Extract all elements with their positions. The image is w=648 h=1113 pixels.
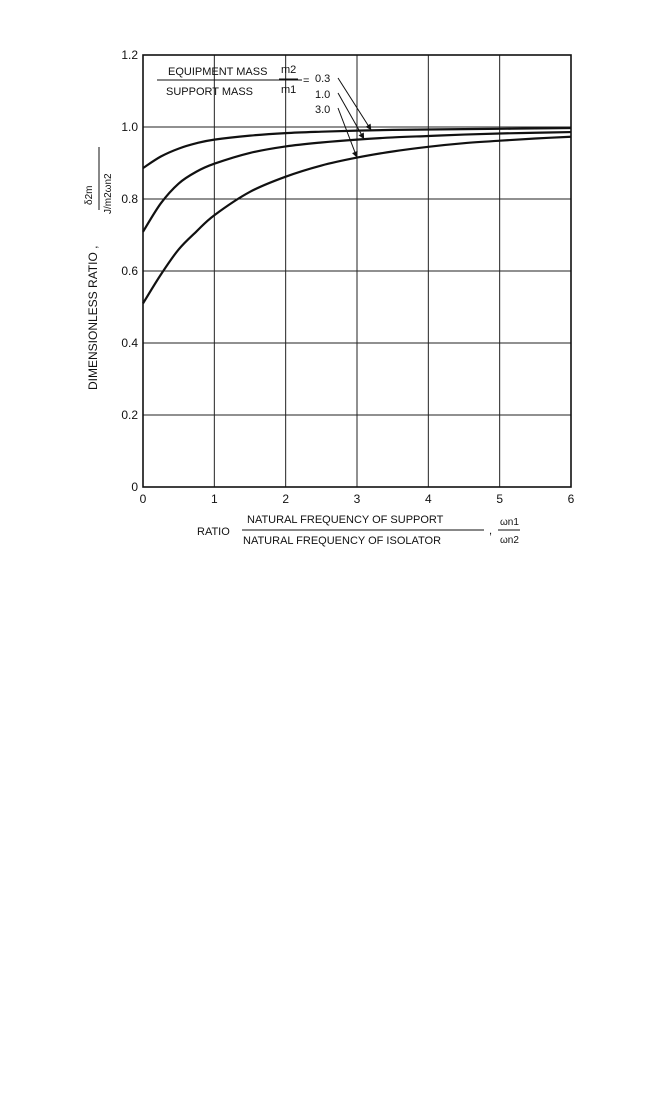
y-axis-symbol-denominator: J/m2ωn2 xyxy=(103,173,114,214)
y-tick-label: 1.0 xyxy=(121,120,138,134)
y-axis-text: DIMENSIONLESS RATIO , xyxy=(86,246,100,390)
legend-denominator: SUPPORT MASS xyxy=(166,86,253,98)
y-tick-label: 0 xyxy=(131,480,138,494)
y-tick-label: 1.2 xyxy=(121,48,138,62)
x-axis-symbol-denominator: ωn2 xyxy=(500,535,519,546)
legend-equals: = xyxy=(303,75,309,87)
y-tick-label: 0.8 xyxy=(121,192,138,206)
legend-label-0: 0.3 xyxy=(315,73,330,85)
x-tick-label: 4 xyxy=(425,492,432,506)
x-axis-prefix: RATIO xyxy=(197,526,230,538)
x-tick-label: 1 xyxy=(211,492,218,506)
x-axis-symbol-numerator: ωn1 xyxy=(500,517,519,528)
legend-arrowhead-3.0 xyxy=(352,150,358,158)
grid xyxy=(143,55,571,487)
plot-frame xyxy=(142,54,572,488)
x-tick-label: 2 xyxy=(282,492,289,506)
legend-label-2: 3.0 xyxy=(315,104,330,116)
legend-label-1: 1.0 xyxy=(315,89,330,101)
x-tick-label: 0 xyxy=(140,492,147,506)
y-tick-label: 0.4 xyxy=(121,336,138,350)
y-tick-label: 0.6 xyxy=(121,264,138,278)
x-axis-label: RATIO NATURAL FREQUENCY OF SUPPORT NATUR… xyxy=(197,514,520,547)
x-axis-numerator: NATURAL FREQUENCY OF SUPPORT xyxy=(247,514,444,526)
legend-arrowhead-0.3 xyxy=(365,123,372,131)
legend-leader-3.0 xyxy=(337,107,358,158)
legend-leader-1.0 xyxy=(337,92,365,140)
chart: 0 1 2 3 4 5 6 0 0.2 0.4 0.6 0.8 1.0 1.2 EQUIPMENT MAS… xyxy=(84,48,575,547)
series-line-3.0 xyxy=(142,135,572,304)
series-line-0.3 xyxy=(142,126,572,169)
legend-numerator: EQUIPMENT MASS xyxy=(168,66,267,78)
legend-leader-0.3 xyxy=(337,77,372,131)
x-tick-label: 5 xyxy=(496,492,503,506)
y-axis-label: DIMENSIONLESS RATIO , δ2m J/m2ωn2 xyxy=(84,147,114,390)
y-axis-symbol-numerator: δ2m xyxy=(84,186,95,205)
x-tick-label: 6 xyxy=(568,492,575,506)
y-tick-label: 0.2 xyxy=(121,408,138,422)
legend-leader-lines xyxy=(337,77,372,158)
series xyxy=(142,126,572,304)
legend-arrowhead-1.0 xyxy=(358,132,365,140)
x-axis-separator: , xyxy=(489,525,492,537)
x-tick-label: 3 xyxy=(354,492,361,506)
x-axis-denominator: NATURAL FREQUENCY OF ISOLATOR xyxy=(243,535,441,547)
legend: EQUIPMENT MASS SUPPORT MASS m2 m1 = 0.3 … xyxy=(157,64,372,158)
legend-ratio-numerator: m2 xyxy=(281,64,296,76)
tick-labels: 0 1 2 3 4 5 6 0 0.2 0.4 0.6 0.8 1.0 1.2 xyxy=(121,48,574,506)
legend-ratio-denominator: m1 xyxy=(281,84,296,96)
series-line-1.0 xyxy=(142,130,572,233)
